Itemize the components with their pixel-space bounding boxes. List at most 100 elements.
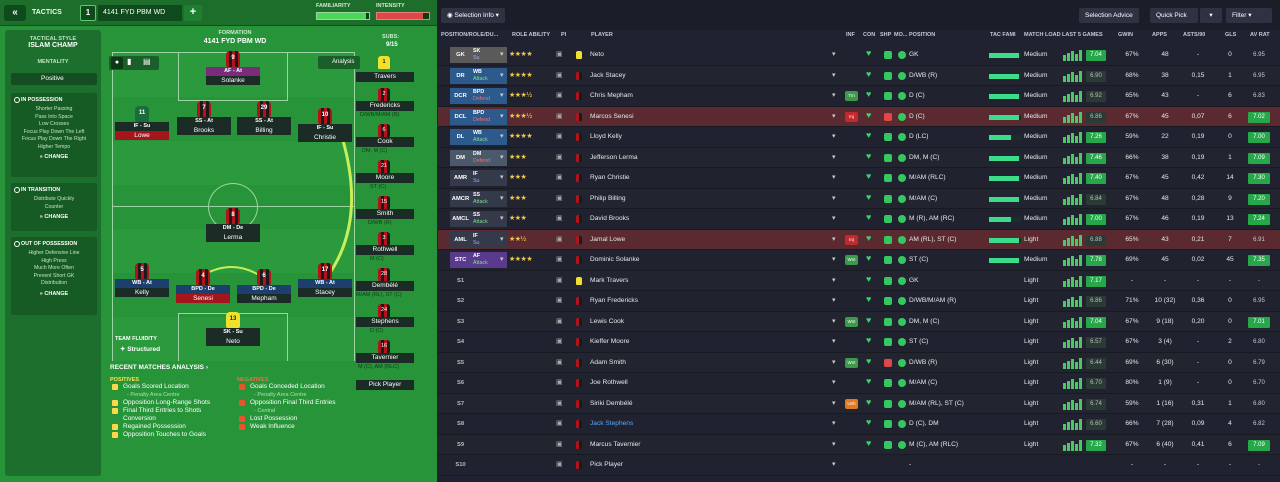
- tactic-name-selector[interactable]: 4141 FYD PBM WD: [98, 5, 182, 21]
- col-header[interactable]: MO...: [894, 32, 908, 38]
- tactical-style-selector[interactable]: ISLAM CHAMP: [28, 42, 78, 49]
- player-name[interactable]: Jamal Lowe: [590, 235, 626, 243]
- sub-player[interactable]: 2 Fredericks D/WB/M/AM (R): [350, 88, 434, 118]
- player-dropdown-icon[interactable]: ▾: [832, 317, 836, 325]
- sub-player[interactable]: 1 Travers: [350, 56, 434, 84]
- player-name[interactable]: Philip Billing: [590, 194, 626, 202]
- position-cell[interactable]: S5: [456, 359, 465, 366]
- position-cell[interactable]: STC: [450, 252, 471, 268]
- player-dropdown-icon[interactable]: ▾: [832, 112, 836, 120]
- col-header[interactable]: MATCH LOAD: [1024, 32, 1061, 38]
- player-name[interactable]: Jack Stephens: [590, 420, 634, 427]
- position-cell[interactable]: S3: [456, 318, 465, 325]
- player-name[interactable]: Pick Player: [590, 461, 623, 468]
- player-row[interactable]: DM DM Defend ★★★ ▾ ▣ Jefferson Lerma ▾ ♥ DM, M (C…: [438, 147, 1280, 168]
- player-dropdown-icon[interactable]: ▾: [832, 51, 836, 58]
- analysis-button[interactable]: Analysis: [318, 56, 360, 69]
- player-dropdown-icon[interactable]: ▾: [832, 358, 836, 366]
- role-cell[interactable]: SS Attack: [471, 190, 507, 207]
- player-dropdown-icon[interactable]: ▾: [832, 276, 836, 284]
- player-slot-af[interactable]: 9 AF - At Solanke: [206, 51, 260, 85]
- player-slot-dm[interactable]: 8 DM - De Lerma: [206, 208, 260, 242]
- sub-player[interactable]: 24 Stephens D (C): [350, 304, 434, 334]
- player-dropdown-icon[interactable]: ▾: [832, 133, 836, 140]
- in-transition-change-button[interactable]: » CHANGE: [39, 214, 69, 220]
- player-row[interactable]: S9 ▣ Marcus Tavernier ▾ ♥ M (C), AM (RLC) Ligh…: [438, 434, 1280, 455]
- col-header[interactable]: INF: [846, 32, 855, 38]
- position-cell[interactable]: S8: [456, 421, 465, 427]
- list-view-icon[interactable]: ▤: [143, 57, 151, 66]
- role-dropdown-icon[interactable]: ▾: [500, 153, 504, 161]
- player-slot-bpd-right[interactable]: 6 BPD - De Mepham: [237, 269, 291, 303]
- position-cell[interactable]: S4: [456, 339, 465, 345]
- col-header[interactable]: LAST 5 GAMES: [1062, 32, 1103, 38]
- pi-icon[interactable]: ▣: [556, 112, 563, 120]
- role-dropdown-icon[interactable]: ▾: [500, 215, 504, 222]
- role-cell[interactable]: WB Attack: [471, 67, 507, 84]
- player-row[interactable]: AMCR SS Attack ★★★ ▾ ▣ Philip Billing ▾ ♥ M/AM (C…: [438, 188, 1280, 209]
- role-dropdown-icon[interactable]: ▾: [500, 194, 504, 202]
- player-name[interactable]: Ryan Christie: [590, 174, 630, 181]
- position-cell[interactable]: S6: [456, 380, 465, 386]
- player-name[interactable]: Marcos Senesi: [590, 112, 634, 120]
- pi-icon[interactable]: ▣: [556, 174, 563, 181]
- player-dropdown-icon[interactable]: ▾: [832, 235, 836, 243]
- player-dropdown-icon[interactable]: ▾: [832, 153, 836, 161]
- player-name[interactable]: Neto: [590, 51, 604, 58]
- sub-player[interactable]: 21 Moore ST (C): [350, 160, 434, 190]
- recent-matches-title[interactable]: RECENT MATCHES ANALYSIS ›: [110, 364, 209, 371]
- stats-view-icon[interactable]: ▮: [127, 57, 132, 66]
- col-header[interactable]: AV RAT: [1250, 32, 1270, 38]
- col-header[interactable]: POSITION/ROLE/DU...: [441, 32, 499, 38]
- player-row[interactable]: DCR BPD Defend ★★★½ ▾ ▣ Chris Mepham ▾ Tm ♥ D (C) M…: [438, 86, 1280, 107]
- pi-icon[interactable]: ▣: [556, 215, 563, 222]
- col-header[interactable]: APPS: [1152, 32, 1167, 38]
- pi-icon[interactable]: ▣: [556, 358, 563, 366]
- filter-button[interactable]: Filter ▾: [1226, 8, 1272, 23]
- player-slot-ss-left[interactable]: 7 SS - At Brooks: [177, 101, 231, 135]
- player-row[interactable]: S6 ▣ Joe Rothwell ▾ ♥ M/AM (C) Light 6.70 80% 1 (…: [438, 373, 1280, 394]
- player-row[interactable]: GK SK Su ★★★★ ▾ ▣ Neto ▾ ♥ GK Medium 7.04 67% 48-0 6.9…: [438, 45, 1280, 66]
- add-tactic-button[interactable]: +: [184, 5, 202, 21]
- role-dropdown-icon[interactable]: ▾: [500, 235, 504, 243]
- position-cell[interactable]: S9: [456, 441, 465, 448]
- player-name[interactable]: Jack Stacey: [590, 71, 626, 79]
- col-header[interactable]: PI: [561, 32, 567, 38]
- player-slot-wb-left[interactable]: 5 WB - At Kelly: [115, 263, 169, 297]
- position-cell[interactable]: AMCL: [450, 211, 471, 227]
- quick-pick-dropdown[interactable]: ▾: [1200, 8, 1222, 23]
- pi-icon[interactable]: ▣: [556, 235, 563, 243]
- player-dropdown-icon[interactable]: ▾: [832, 215, 836, 222]
- position-cell[interactable]: GK: [450, 47, 471, 63]
- player-row[interactable]: DCL BPD Defend ★★★½ ▾ ▣ Marcos Senesi ▾ Inj ♥ D (C…: [438, 106, 1280, 127]
- sub-player[interactable]: 3 Rothwell M (C): [350, 232, 434, 262]
- position-cell[interactable]: S7: [456, 400, 465, 407]
- player-dropdown-icon[interactable]: ▾: [832, 420, 836, 427]
- player-name[interactable]: Jefferson Lerma: [590, 153, 638, 161]
- pi-icon[interactable]: ▣: [556, 276, 563, 284]
- role-cell[interactable]: IF Su: [471, 231, 507, 248]
- player-dropdown-icon[interactable]: ▾: [832, 461, 836, 468]
- sub-player[interactable]: 28 Dembélé M/AM (RL), ST (C): [350, 268, 434, 298]
- pi-icon[interactable]: ▣: [556, 194, 563, 202]
- pi-icon[interactable]: ▣: [556, 71, 563, 79]
- role-cell[interactable]: DM Defend: [471, 149, 507, 166]
- pi-icon[interactable]: ▣: [556, 379, 563, 386]
- player-name[interactable]: Ryan Fredericks: [590, 297, 639, 304]
- position-cell[interactable]: S1: [456, 277, 465, 284]
- role-cell[interactable]: SK Su: [471, 47, 507, 63]
- player-dropdown-icon[interactable]: ▾: [832, 399, 836, 407]
- player-dropdown-icon[interactable]: ▾: [832, 71, 836, 79]
- role-cell[interactable]: WB Attack: [471, 129, 507, 145]
- position-cell[interactable]: DCL: [450, 108, 471, 125]
- pi-icon[interactable]: ▣: [556, 399, 563, 407]
- position-cell[interactable]: AMR: [450, 170, 471, 186]
- player-name[interactable]: Siriki Dembélé: [590, 399, 633, 407]
- player-dropdown-icon[interactable]: ▾: [832, 92, 836, 99]
- player-name[interactable]: David Brooks: [590, 215, 630, 222]
- player-row[interactable]: AML IF Su ★★½ ▾ ▣ Jamal Lowe ▾ Inj ♥ AM (RL), ST (…: [438, 229, 1280, 250]
- role-cell[interactable]: IF Su: [471, 170, 507, 186]
- col-header[interactable]: POSITION: [909, 32, 936, 38]
- player-name[interactable]: Lloyd Kelly: [590, 133, 622, 140]
- position-cell[interactable]: DR: [450, 67, 471, 84]
